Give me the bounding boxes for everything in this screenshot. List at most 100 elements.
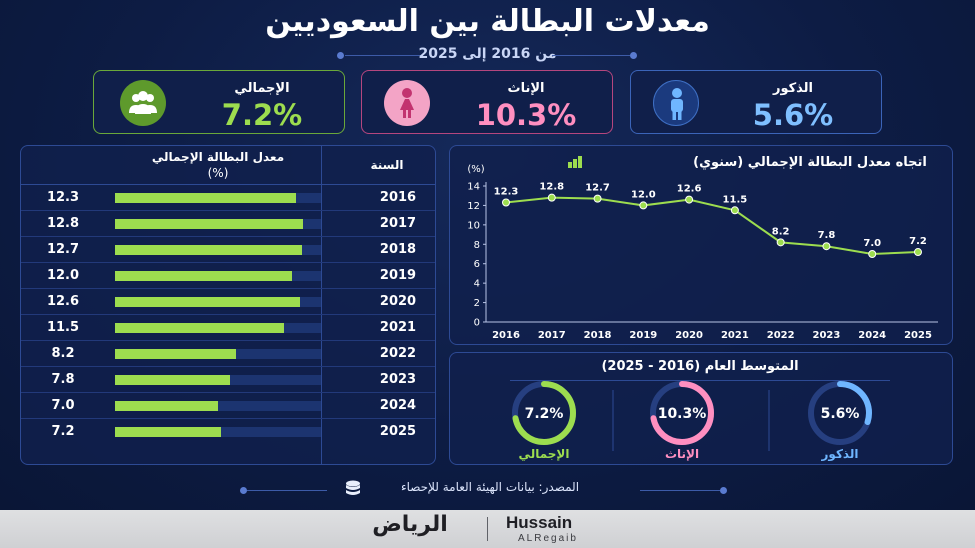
table-header-unit: (%) — [207, 166, 229, 180]
table-row-value: 12.0 — [46, 268, 80, 283]
table-row-bar-track — [115, 349, 321, 359]
chart-point — [730, 206, 739, 215]
chart-point — [547, 193, 556, 202]
card-female-value: 10.3% — [475, 98, 577, 132]
database-icon — [345, 480, 361, 501]
table-row-bar — [115, 297, 301, 307]
table-row-bar — [115, 427, 221, 437]
table-row-divider — [21, 418, 435, 419]
table-row-value: 12.6 — [46, 294, 80, 309]
rates-table: السنة معدل البطالة الإجمالي (%) 2016 12.3… — [20, 145, 436, 465]
source-dot-right — [720, 487, 727, 494]
chart-x-tick-label: 2024 — [858, 330, 886, 341]
source-line-right — [640, 490, 720, 491]
table-row-year: 2018 — [379, 242, 417, 257]
table-header-year: السنة — [370, 158, 404, 172]
chart-data-label: 7.2 — [909, 236, 927, 247]
table-row-year: 2025 — [379, 424, 417, 439]
table-row-divider — [21, 236, 435, 237]
table-row-year: 2024 — [379, 398, 417, 413]
subtitle-row: من 2016 إلى 2025 — [0, 46, 975, 66]
average-ring-progress — [512, 381, 576, 445]
table-header-rate: معدل البطالة الإجمالي — [151, 150, 285, 164]
chart-y-tick-label: 14 — [467, 182, 480, 193]
chart-data-label: 12.3 — [494, 187, 519, 198]
table-row: 2021 11.5 — [21, 315, 435, 341]
table-row-year: 2019 — [379, 268, 417, 283]
chart-y-tick-label: 4 — [474, 279, 480, 290]
table-row: 2016 12.3 — [21, 185, 435, 211]
card-total-label: الإجمالي — [234, 81, 290, 96]
trend-chart: اتجاه معدل البطالة الإجمالي (سنوي) (%) 0 2 4… — [467, 155, 938, 341]
chart-data-label: 12.6 — [677, 184, 702, 195]
table-row-bar — [115, 349, 236, 359]
chart-data-label: 12.7 — [585, 183, 610, 194]
female-icon — [384, 80, 430, 126]
chart-point — [822, 242, 831, 251]
table-row-value: 11.5 — [46, 320, 80, 335]
chart-y-tick-label: 2 — [474, 298, 480, 309]
table-row: 2022 8.2 — [21, 341, 435, 367]
chart-point — [502, 198, 510, 207]
brand-english-surname: ALRegaib — [518, 533, 578, 544]
table-row: 2020 12.6 — [21, 289, 435, 315]
average-ring-value: 5.6% — [821, 406, 860, 422]
table-row-bar-track — [115, 297, 321, 307]
table-row-bar-track — [115, 219, 321, 229]
table-row-value: 7.2 — [51, 424, 75, 439]
average-ring-label: الإناث — [665, 447, 699, 461]
chart-point — [593, 194, 602, 203]
averages-title-divider — [510, 380, 890, 381]
average-ring-progress — [650, 381, 714, 445]
table-row-bar — [115, 219, 304, 229]
table-row-divider — [21, 210, 435, 211]
card-female-label: الإناث — [507, 81, 545, 96]
chart-y-tick-label: 10 — [467, 220, 480, 231]
card-total-value: 7.2% — [221, 98, 303, 132]
page-subtitle: من 2016 إلى 2025 — [418, 46, 557, 62]
card-male-value: 5.6% — [752, 98, 834, 132]
chart-x-tick-label: 2023 — [813, 330, 841, 341]
source-text: المصدر: بيانات الهيئة العامة للإحصاء — [400, 480, 580, 494]
table-row: 2017 12.8 — [21, 211, 435, 237]
chart-x-tick-label: 2017 — [538, 330, 566, 341]
chart-x-tick-label: 2021 — [721, 330, 749, 341]
table-row-value: 12.3 — [46, 190, 80, 205]
subtitle-line-right — [552, 55, 630, 56]
table-row-bar-track — [115, 323, 321, 333]
averages-panel: المتوسط العام (2016 - 2025) 7.2% الإجمالي… — [449, 352, 953, 465]
card-male: الذكور 5.6% — [630, 70, 882, 134]
chart-x-tick-label: 2016 — [492, 330, 520, 341]
table-row-bar-track — [115, 193, 321, 203]
subtitle-dot-left — [337, 52, 344, 59]
chart-x-tick-label: 2025 — [904, 330, 932, 341]
table-row: 2019 12.0 — [21, 263, 435, 289]
table-row-bar-track — [115, 401, 321, 411]
table-row-value: 12.7 — [46, 242, 80, 257]
table-row-divider — [21, 288, 435, 289]
average-ring-progress — [808, 381, 872, 445]
table-row-bar-track — [115, 271, 321, 281]
chart-data-label: 7.8 — [818, 230, 836, 241]
chart-data-label: 12.8 — [539, 182, 564, 193]
table-row-year: 2016 — [379, 190, 417, 205]
table-row: 2025 7.2 — [21, 419, 435, 445]
table-row-value: 12.8 — [46, 216, 80, 231]
table-row-year: 2023 — [379, 372, 417, 387]
chart-x-tick-label: 2020 — [675, 330, 703, 341]
table-column-divider — [321, 146, 322, 464]
table-row-bar — [115, 375, 230, 385]
card-total: الإجمالي 7.2% — [93, 70, 345, 134]
subtitle-dot-right — [630, 52, 637, 59]
chart-y-unit: (%) — [467, 164, 484, 175]
table-row-value: 8.2 — [51, 346, 75, 361]
table-row-bar — [115, 323, 285, 333]
table-row-value: 7.0 — [51, 398, 75, 413]
bar-chart-icon — [568, 156, 582, 168]
table-row: 2023 7.8 — [21, 367, 435, 393]
chart-point — [914, 248, 922, 257]
chart-y-tick-label: 12 — [467, 201, 480, 212]
table-row: 2018 12.7 — [21, 237, 435, 263]
people-group-icon — [120, 80, 166, 126]
chart-point — [685, 195, 694, 204]
